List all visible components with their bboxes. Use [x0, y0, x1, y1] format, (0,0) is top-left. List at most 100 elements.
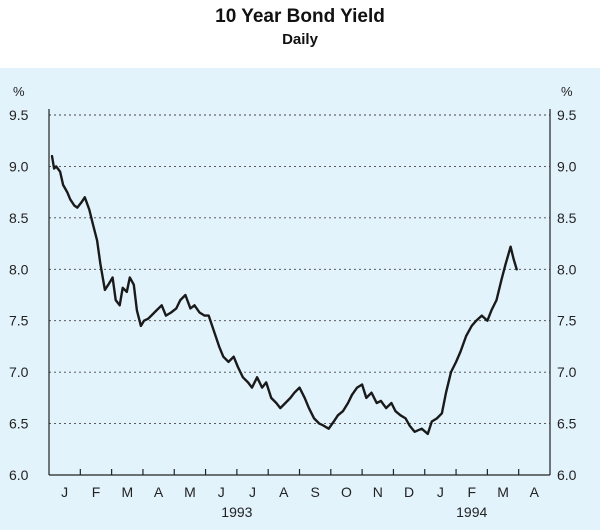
data-point — [165, 314, 167, 317]
y-tick-label-right: 6.0 — [557, 467, 577, 483]
data-point — [175, 307, 178, 310]
x-tick-label: D — [404, 484, 414, 500]
data-point — [256, 376, 258, 379]
chart-title: 10 Year Bond Yield — [215, 6, 385, 27]
data-point — [107, 283, 110, 286]
data-point — [279, 407, 282, 409]
x-tick-label: M — [121, 484, 133, 500]
y-tick-label-right: 8.5 — [557, 210, 577, 226]
y-tick-label-left: 8.0 — [9, 261, 29, 277]
data-point — [420, 427, 423, 430]
data-point — [399, 414, 402, 417]
data-point — [237, 366, 239, 368]
data-points — [51, 155, 518, 435]
chart-header: 10 Year Bond Yield Daily — [0, 0, 600, 68]
data-point — [298, 386, 301, 389]
y-tick-label-left: 7.0 — [9, 364, 29, 380]
data-point — [480, 314, 483, 317]
data-point — [179, 299, 182, 301]
data-point — [436, 417, 438, 420]
data-point — [222, 355, 225, 358]
data-point — [213, 330, 215, 332]
y-tick-label-left: 6.5 — [9, 416, 29, 432]
data-point — [83, 196, 86, 199]
data-point — [385, 407, 387, 409]
data-point — [404, 417, 407, 420]
data-point — [270, 397, 273, 399]
data-point — [251, 386, 253, 389]
x-tick-label: J — [61, 484, 68, 500]
data-point — [430, 420, 433, 423]
y-axis-unit-left: % — [13, 84, 25, 99]
x-tick-label: A — [279, 484, 289, 500]
data-point — [313, 417, 315, 420]
data-point — [370, 391, 373, 394]
data-point — [408, 424, 411, 427]
data-point — [203, 314, 206, 317]
data-point — [475, 319, 478, 322]
data-point — [375, 402, 378, 404]
data-point — [160, 304, 163, 307]
data-point — [66, 191, 69, 193]
data-point — [318, 422, 321, 425]
data-point — [459, 350, 462, 353]
y-tick-label-right: 7.5 — [557, 313, 577, 329]
data-point — [500, 278, 503, 281]
y-tick-label-right: 9.5 — [557, 107, 577, 123]
data-point — [184, 294, 187, 296]
gridlines — [49, 114, 550, 425]
data-point — [96, 239, 98, 242]
data-point — [356, 386, 358, 389]
data-point — [143, 319, 145, 322]
x-tick-label: N — [373, 484, 383, 500]
chart-subtitle: Daily — [282, 31, 318, 48]
data-point — [327, 427, 330, 430]
data-point — [218, 345, 221, 348]
x-year-label: 1994 — [456, 504, 487, 520]
data-point — [128, 276, 131, 279]
data-point — [504, 263, 507, 265]
data-point — [515, 268, 518, 271]
x-tick-labels: J F M A M J J A S O N D J F M A 1993 1994 — [61, 484, 540, 520]
y-tick-label-left: 7.5 — [9, 313, 29, 329]
x-tick-label: J — [218, 484, 225, 500]
data-point — [275, 402, 278, 404]
data-point — [465, 335, 467, 337]
data-point — [303, 397, 306, 399]
data-point — [470, 325, 473, 327]
axes — [48, 109, 551, 476]
data-point — [486, 319, 489, 322]
data-point — [121, 286, 124, 289]
data-point — [380, 400, 382, 402]
data-point — [132, 283, 135, 286]
data-point — [140, 325, 142, 327]
x-tick-label: S — [310, 484, 319, 500]
data-point — [62, 184, 64, 186]
y-axis-unit-right: % — [561, 84, 573, 99]
data-point — [413, 430, 416, 433]
data-point — [80, 201, 83, 204]
data-point — [136, 309, 138, 312]
x-tick-label: O — [341, 484, 352, 500]
data-point — [490, 309, 493, 312]
x-tick-label: J — [437, 484, 444, 500]
x-tick-label: M — [497, 484, 509, 500]
data-point — [365, 397, 368, 399]
data-point — [232, 355, 235, 358]
data-point — [495, 299, 498, 301]
data-point — [147, 317, 150, 320]
data-point — [104, 289, 106, 291]
data-point — [322, 424, 325, 427]
bond-yield-chart: 9.5 9.5 9.0 9.0 8.5 8.5 8.0 8.0 7.5 7.5 7.0 7.0 6.5 6… — [0, 68, 600, 530]
x-tick-label: A — [530, 484, 540, 500]
data-point — [114, 299, 117, 301]
x-tick-label: F — [92, 484, 101, 500]
x-tick-label: J — [249, 484, 256, 500]
x-tick-label: M — [184, 484, 196, 500]
x-tick-label: A — [154, 484, 164, 500]
data-point — [347, 402, 349, 404]
data-point — [450, 371, 452, 373]
data-point — [111, 276, 114, 279]
data-point — [426, 433, 429, 435]
data-point — [512, 258, 515, 260]
